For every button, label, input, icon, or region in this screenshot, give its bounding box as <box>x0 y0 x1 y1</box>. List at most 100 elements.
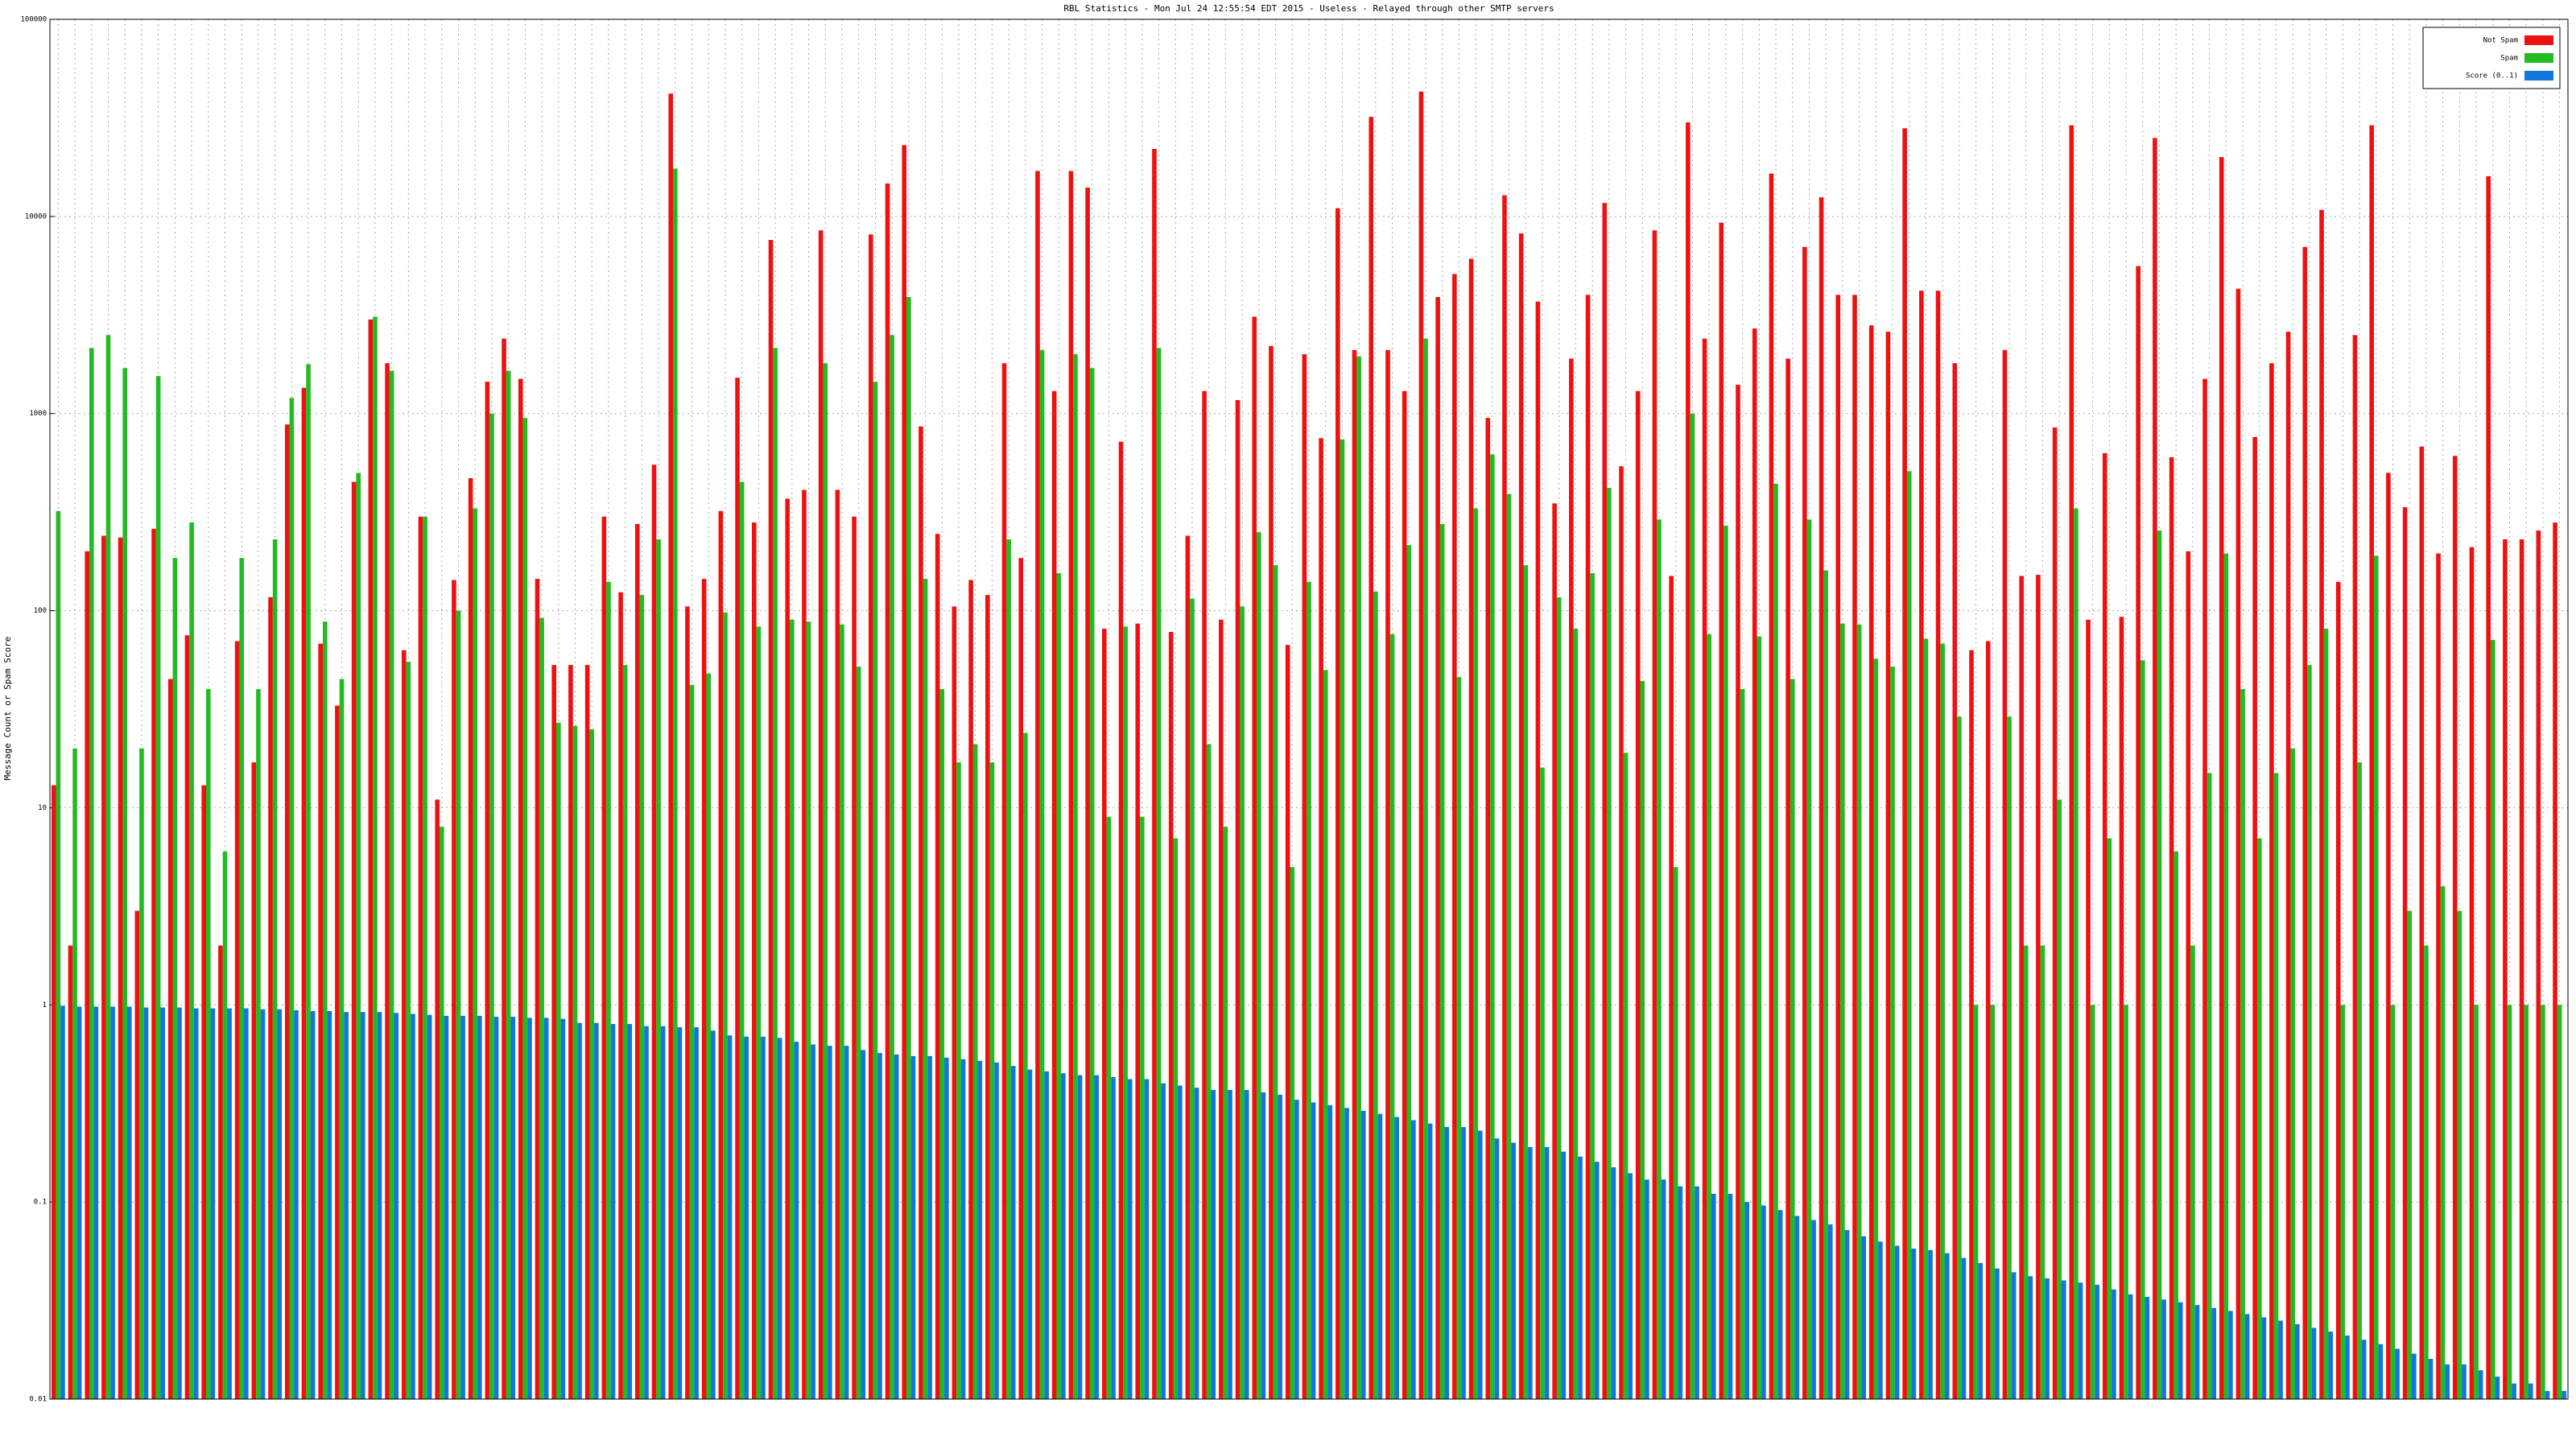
bar <box>1535 301 1541 1399</box>
bar <box>2128 1294 2133 1399</box>
bar <box>172 558 178 1399</box>
bar <box>310 1011 316 1399</box>
bar <box>2240 689 2245 1399</box>
bar <box>1485 418 1491 1399</box>
bar <box>2095 1285 2100 1399</box>
bar <box>460 1015 465 1399</box>
bar <box>1394 1117 1399 1399</box>
bar <box>361 1012 365 1399</box>
bar <box>1823 570 1828 1399</box>
bar <box>1118 441 1124 1399</box>
bar <box>335 705 340 1399</box>
bar <box>1323 670 1328 1399</box>
bar <box>2019 576 2024 1399</box>
bar <box>785 498 791 1400</box>
bar <box>689 684 695 1399</box>
bar <box>2378 1344 2384 1399</box>
bar <box>93 1006 99 1399</box>
bar <box>2036 575 2041 1399</box>
bar <box>2469 547 2475 1399</box>
bar <box>1523 565 1529 1400</box>
bar <box>877 1053 882 1399</box>
bar <box>301 387 307 1399</box>
bar <box>356 473 361 1400</box>
bar <box>606 581 611 1399</box>
bar <box>210 1008 216 1399</box>
bar <box>556 722 561 1399</box>
bar <box>2157 530 2162 1400</box>
bar <box>835 489 840 1400</box>
bar <box>543 1018 549 1399</box>
bar <box>2178 1302 2183 1399</box>
bar <box>1240 606 1245 1399</box>
bar <box>1068 171 1074 1400</box>
bar <box>685 606 690 1399</box>
bar <box>2340 1005 2346 1399</box>
bar <box>160 1007 166 1399</box>
bar <box>1940 643 1945 1399</box>
bar <box>1494 1138 1500 1399</box>
bar <box>1935 291 1941 1400</box>
bar <box>2194 1305 2200 1399</box>
bar <box>1010 1066 1016 1399</box>
legend-swatch <box>2524 53 2553 63</box>
bar <box>440 827 444 1399</box>
bar <box>2486 175 2491 1399</box>
bar <box>806 621 811 1399</box>
bar <box>927 1055 932 1399</box>
bar <box>1790 679 1795 1399</box>
chart-title: RBL Statistics - Mon Jul 24 12:55:54 EDT… <box>1063 3 1554 14</box>
bar <box>2452 456 2458 1399</box>
bar <box>1156 348 1162 1400</box>
bar <box>318 643 324 1399</box>
bar <box>468 478 473 1400</box>
bar <box>1039 349 1045 1399</box>
bar <box>477 1015 482 1399</box>
bar <box>1569 358 1574 1399</box>
bar <box>1468 258 1474 1399</box>
bar <box>155 376 161 1399</box>
bar <box>385 363 390 1399</box>
bar <box>1894 1245 1900 1399</box>
bar <box>2074 508 2079 1399</box>
bar <box>323 621 328 1399</box>
bar <box>1811 1220 1816 1399</box>
legend-label: Not Spam <box>2483 37 2518 45</box>
bar <box>2112 1289 2116 1399</box>
bar <box>2412 1353 2417 1399</box>
bar <box>2445 1364 2450 1399</box>
bar <box>2507 1005 2512 1399</box>
bar <box>1477 1130 1483 1399</box>
bar <box>2462 1364 2467 1399</box>
bar <box>919 426 923 1399</box>
bar <box>1269 345 1274 1400</box>
bar <box>584 665 590 1399</box>
bar <box>1728 1194 1733 1399</box>
bar <box>1957 716 1962 1399</box>
bar <box>1757 636 1762 1399</box>
bar <box>127 1006 132 1399</box>
bar <box>1273 565 1278 1400</box>
bar <box>1594 1162 1600 1399</box>
bar <box>1777 1210 1783 1399</box>
bar <box>551 665 557 1399</box>
bar <box>594 1022 599 1399</box>
bar <box>2490 639 2496 1399</box>
bar <box>510 1017 516 1399</box>
y-axis-label: Message Count or Spam Score <box>2 637 13 781</box>
bar <box>840 624 844 1399</box>
bar <box>1736 384 1740 1399</box>
bar <box>351 481 357 1399</box>
bar <box>1035 171 1040 1400</box>
bar <box>1439 523 1445 1399</box>
bar <box>1001 363 1007 1399</box>
bar <box>1890 667 1895 1399</box>
bar <box>802 489 807 1400</box>
bar <box>1619 466 1624 1400</box>
bar <box>1528 1146 1533 1399</box>
bar <box>635 523 640 1399</box>
bar <box>727 1035 733 1399</box>
y-tick-label: 10000 <box>25 213 47 221</box>
bar <box>1223 827 1228 1399</box>
bar <box>1802 246 1807 1399</box>
